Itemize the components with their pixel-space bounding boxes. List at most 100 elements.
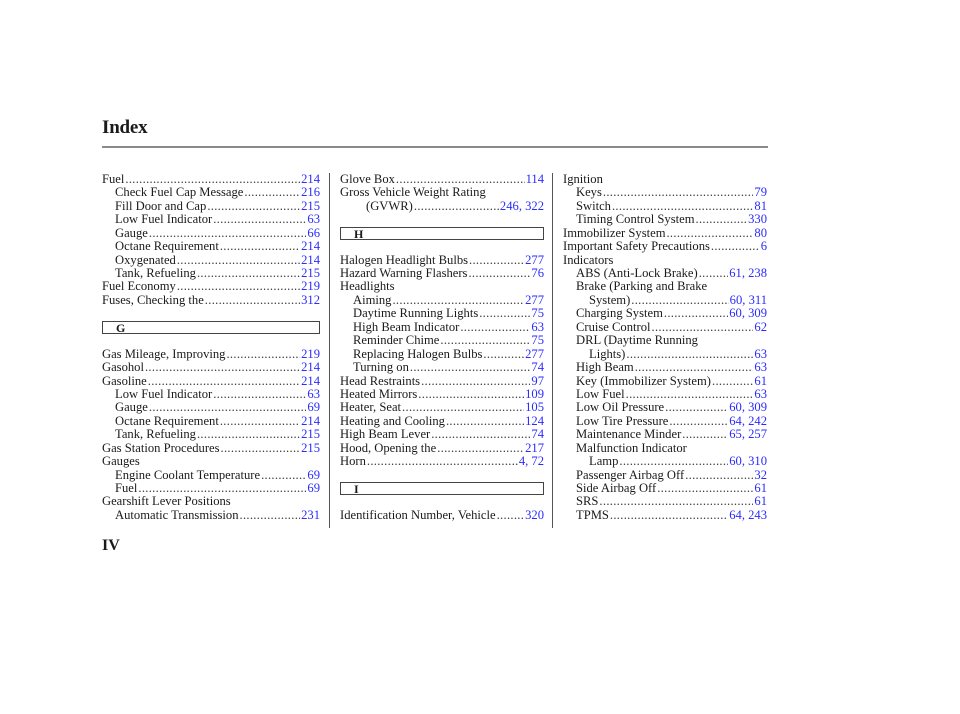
page-reference-link[interactable]: 66 — [307, 225, 320, 240]
page-reference-link[interactable]: 109 — [525, 386, 544, 401]
page-reference-link[interactable]: 320 — [525, 507, 544, 522]
entry-text: Key (Immobilizer System) — [576, 373, 712, 388]
page-reference-link[interactable]: 75 — [531, 333, 544, 348]
page-reference-link[interactable]: 60, 309 — [729, 306, 767, 321]
page-reference-link[interactable]: 214 — [301, 360, 320, 375]
page-reference-link[interactable]: 76 — [531, 266, 544, 281]
dot-leader — [483, 348, 524, 361]
entry-text: Gearshift Lever Positions — [102, 494, 231, 509]
index-entry: High Beam Lever 74 — [340, 427, 544, 442]
page-reference-link[interactable]: 63 — [754, 360, 767, 375]
index-entry: Check Fuel Cap Message 216 — [102, 185, 320, 200]
page-reference-link[interactable]: 61 — [754, 494, 767, 509]
page-reference-link[interactable]: 75 — [531, 306, 544, 321]
entry-text: Keys — [576, 185, 602, 200]
page-reference-link[interactable]: 277 — [525, 252, 544, 267]
index-entry: Keys 79 — [563, 185, 767, 200]
page-reference-link[interactable]: 277 — [525, 292, 544, 307]
page-reference-link[interactable]: 61 — [754, 373, 767, 388]
index-entry: Gauge 69 — [102, 400, 320, 415]
index-entry: Head Restraints 97 — [340, 373, 544, 388]
page-reference-link[interactable]: 219 — [301, 279, 320, 294]
dot-leader — [207, 200, 300, 213]
index-entry: High Beam 63 — [563, 360, 767, 375]
page-reference-link[interactable]: 69 — [307, 467, 320, 482]
page-reference-link[interactable]: 60, 310 — [729, 454, 767, 469]
index-entry: Fuses, Checking the 312 — [102, 292, 320, 307]
dot-leader — [177, 254, 300, 267]
dot-leader — [220, 415, 300, 428]
dot-leader — [145, 361, 300, 374]
page-reference-link[interactable]: 246, 322 — [499, 198, 544, 213]
spacer — [102, 307, 320, 320]
page-reference-link[interactable]: 74 — [531, 360, 544, 375]
dot-leader — [220, 240, 300, 253]
page-reference-link[interactable]: 215 — [301, 427, 320, 442]
page-reference-link[interactable]: 124 — [525, 413, 544, 428]
page-reference-link[interactable]: 65, 257 — [729, 427, 767, 442]
page-reference-link[interactable]: 60, 309 — [729, 400, 767, 415]
dot-leader — [664, 307, 728, 320]
dot-leader — [652, 321, 754, 334]
page-reference-link[interactable]: 69 — [307, 400, 320, 415]
page-reference-link[interactable]: 215 — [301, 198, 320, 213]
page-reference-link[interactable]: 97 — [531, 373, 544, 388]
page-reference-link[interactable]: 214 — [301, 373, 320, 388]
entry-text: Timing Control System — [576, 212, 695, 227]
page-reference-link[interactable]: 330 — [748, 212, 767, 227]
page-reference-link[interactable]: 105 — [525, 400, 544, 415]
page-reference-link[interactable]: 219 — [301, 346, 320, 361]
page-reference-link[interactable]: 63 — [754, 346, 767, 361]
index-entry: Reminder Chime 75 — [340, 333, 544, 348]
page-reference-link[interactable]: 32 — [754, 467, 767, 482]
entry-text: Gasoline — [102, 373, 147, 388]
page-reference-link[interactable]: 214 — [301, 413, 320, 428]
page-reference-link[interactable]: 214 — [301, 252, 320, 267]
page-reference-link[interactable]: 63 — [754, 386, 767, 401]
entry-text: Fuel — [102, 171, 125, 186]
index-entry: Gasohol 214 — [102, 360, 320, 375]
index-entry: Gross Vehicle Weight Rating — [340, 185, 544, 199]
page-reference-link[interactable]: 215 — [301, 266, 320, 281]
entry-text: Low Oil Pressure — [576, 400, 665, 415]
page-reference-link[interactable]: 63 — [307, 386, 320, 401]
dot-leader — [367, 455, 518, 468]
page-reference-link[interactable]: 214 — [301, 239, 320, 254]
index-entry: Gas Station Procedures 215 — [102, 440, 320, 455]
page-reference-link[interactable]: 215 — [301, 440, 320, 455]
page-reference-link[interactable]: 61, 238 — [729, 266, 767, 281]
index-entry: Cruise Control 62 — [563, 319, 767, 334]
page-reference-link[interactable]: 277 — [525, 346, 544, 361]
page-reference-link[interactable]: 4, 72 — [518, 454, 544, 469]
page-reference-link[interactable]: 79 — [754, 185, 767, 200]
page-reference-link[interactable]: 63 — [531, 319, 544, 334]
index-entry: Charging System 60, 309 — [563, 306, 767, 321]
index-entry: Lights) 63 — [563, 346, 767, 361]
page-reference-link[interactable]: 216 — [301, 185, 320, 200]
page-reference-link[interactable]: 61 — [754, 481, 767, 496]
page-reference-link[interactable]: 69 — [307, 481, 320, 496]
entry-text: Oxygenated — [115, 252, 176, 267]
dot-leader — [197, 428, 300, 441]
dot-leader — [635, 361, 754, 374]
page-reference-link[interactable]: 60, 311 — [729, 292, 767, 307]
page-reference-link[interactable]: 80 — [754, 225, 767, 240]
page-reference-link[interactable]: 6 — [760, 239, 767, 254]
page-reference-link[interactable]: 74 — [531, 427, 544, 442]
entry-text: Replacing Halogen Bulbs — [353, 346, 483, 361]
index-entry: Brake (Parking and Brake — [563, 280, 767, 294]
page-reference-link[interactable]: 63 — [307, 212, 320, 227]
page-reference-link[interactable]: 64, 242 — [729, 413, 767, 428]
page-reference-link[interactable]: 214 — [301, 171, 320, 186]
page-reference-link[interactable]: 231 — [301, 507, 320, 522]
entry-text: Charging System — [576, 306, 663, 321]
page-reference-link[interactable]: 217 — [525, 440, 544, 455]
entry-text: Gas Station Procedures — [102, 440, 220, 455]
page-reference-link[interactable]: 64, 243 — [729, 507, 767, 522]
index-entry: Turning on 74 — [340, 360, 544, 375]
page-reference-link[interactable]: 312 — [301, 292, 320, 307]
page-reference-link[interactable]: 62 — [754, 319, 767, 334]
page-reference-link[interactable]: 81 — [754, 198, 767, 213]
index-entry: Octane Requirement 214 — [102, 239, 320, 254]
page-reference-link[interactable]: 114 — [525, 171, 544, 186]
